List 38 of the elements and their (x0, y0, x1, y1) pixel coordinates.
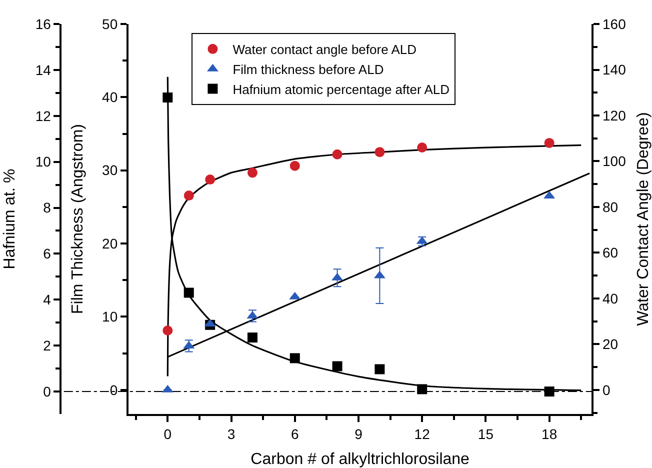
y-tick-label: 14 (35, 62, 52, 78)
y-tick-label: 0 (43, 383, 52, 400)
y2-tick-label: 140 (602, 62, 626, 78)
x-tick-label: 0 (164, 426, 172, 442)
legend-label: Water contact angle before ALD (232, 42, 416, 57)
y2-tick-label: 80 (602, 198, 618, 215)
x-tick-label: 6 (290, 426, 299, 442)
legend-label: Film thickness before ALD (232, 62, 384, 77)
y-tick-label: 16 (35, 16, 52, 32)
x-axis-title: Carbon # of alkyltrichlorosilane (250, 451, 470, 468)
y3-tick-label: 20 (102, 235, 118, 252)
y-tick-label: 10 (35, 154, 52, 170)
y2-tick-label: 160 (602, 16, 626, 32)
x-tick-label: 12 (414, 426, 430, 442)
y3-axis-title: Film Thickness (Angstrom) (69, 124, 86, 314)
y-axis-title: Hafnium at. % (2, 168, 19, 270)
y-tick-label: 2 (43, 337, 52, 354)
y3-tick-label: 50 (102, 16, 118, 32)
x-tick-label: 9 (354, 426, 363, 442)
y2-tick-label: 60 (602, 244, 618, 261)
y3-tick-label: 10 (102, 308, 118, 325)
y-tick-label: 6 (43, 246, 52, 262)
legend-label: Hafnium atomic percentage after ALD (232, 82, 450, 97)
y-tick-label: 12 (35, 108, 52, 124)
y2-tick-label: 100 (602, 153, 626, 170)
x-tick-label: 3 (227, 426, 236, 442)
y3-tick-label: 0 (110, 382, 118, 398)
x-tick-label: 18 (542, 426, 558, 442)
y3-tick-label: 40 (102, 89, 118, 106)
y2-tick-label: 0 (602, 382, 611, 398)
y2-tick-label: 40 (602, 290, 618, 306)
y3-tick-label: 30 (102, 162, 118, 178)
y-tick-label: 8 (43, 200, 52, 216)
y2-tick-label: 20 (602, 336, 618, 352)
y2-axis-title: Water Contact Angle (Degree) (635, 112, 652, 326)
y-tick-label: 4 (43, 292, 52, 308)
y2-tick-label: 120 (602, 107, 626, 124)
x-tick-label: 15 (478, 426, 494, 442)
